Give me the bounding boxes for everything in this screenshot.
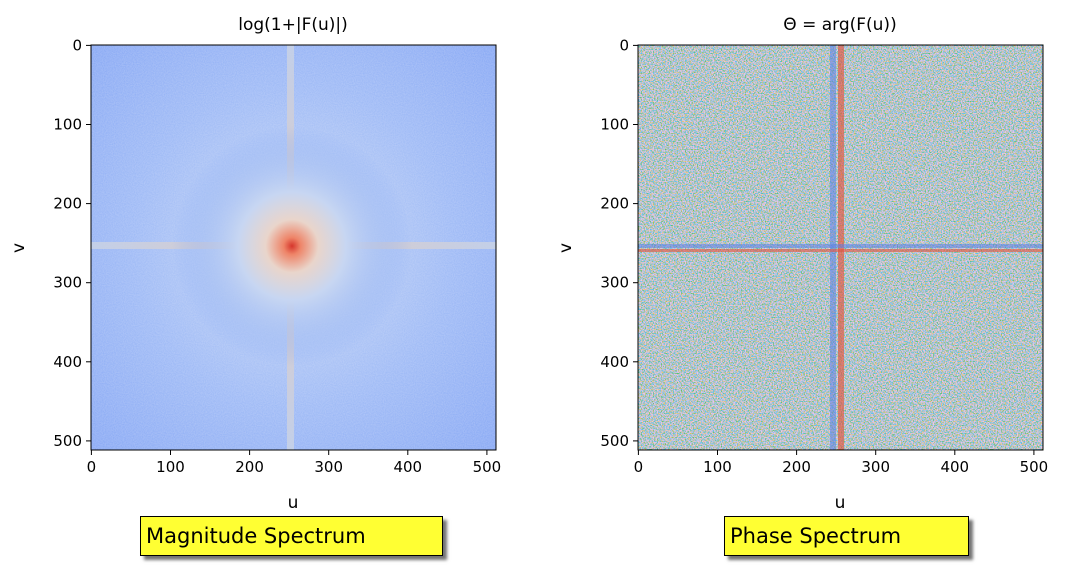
magnitude-y-tick-label: 300 bbox=[53, 274, 82, 292]
phase-y-tick-label: 200 bbox=[600, 195, 629, 213]
magnitude-x-tick-label: 100 bbox=[156, 458, 185, 476]
magnitude-panel: log(1+|F(u)|) 0 100 200 300 400 500 0 100 200 30… bbox=[9, 15, 501, 513]
magnitude-y-tick-label: 200 bbox=[53, 195, 82, 213]
phase-x-tick-label: 0 bbox=[634, 458, 644, 476]
phase-y-tick-label: 100 bbox=[600, 115, 629, 133]
phase-y-tick-label: 500 bbox=[600, 432, 629, 450]
phase-title: Θ = arg(F(u)) bbox=[783, 15, 896, 35]
phase-y-tick-label: 0 bbox=[619, 36, 629, 54]
phase-horizontal-line-red bbox=[638, 249, 1043, 252]
magnitude-x-tick-label: 400 bbox=[393, 458, 422, 476]
magnitude-frame bbox=[90, 44, 497, 451]
phase-ylabel: v bbox=[556, 243, 576, 253]
phase-x-tick-label: 100 bbox=[703, 458, 732, 476]
magnitude-x-tick-label: 200 bbox=[235, 458, 264, 476]
magnitude-ylabel: v bbox=[9, 243, 29, 253]
magnitude-y-tick-label: 0 bbox=[72, 36, 82, 54]
magnitude-x-axis: 0 100 200 300 400 500 bbox=[87, 450, 502, 476]
phase-image bbox=[638, 45, 1043, 450]
phase-frame bbox=[637, 44, 1044, 451]
magnitude-y-tick-label: 500 bbox=[53, 432, 82, 450]
magnitude-xlabel: u bbox=[288, 493, 299, 513]
magnitude-caption: Magnitude Spectrum bbox=[140, 516, 443, 556]
magnitude-x-tick-label: 500 bbox=[473, 458, 502, 476]
phase-panel: Θ = arg(F(u)) 0 100 200 300 400 500 0 100 200 30… bbox=[556, 15, 1048, 513]
phase-horizontal-line-blue bbox=[638, 244, 1043, 248]
phase-y-axis: 0 100 200 300 400 500 bbox=[600, 36, 638, 450]
magnitude-y-axis: 0 100 200 300 400 500 bbox=[53, 36, 91, 450]
magnitude-x-tick-label: 300 bbox=[314, 458, 343, 476]
phase-y-tick-label: 300 bbox=[600, 274, 629, 292]
magnitude-image bbox=[91, 45, 496, 450]
magnitude-y-tick-label: 400 bbox=[53, 353, 82, 371]
magnitude-title: log(1+|F(u)|) bbox=[238, 15, 348, 35]
phase-x-tick-label: 300 bbox=[861, 458, 890, 476]
magnitude-x-tick-label: 0 bbox=[87, 458, 97, 476]
phase-xlabel: u bbox=[835, 493, 846, 513]
magnitude-center-peak bbox=[172, 126, 412, 366]
phase-y-tick-label: 400 bbox=[600, 353, 629, 371]
phase-caption: Phase Spectrum bbox=[724, 516, 969, 556]
magnitude-y-tick-label: 100 bbox=[53, 115, 82, 133]
phase-x-tick-label: 200 bbox=[782, 458, 811, 476]
phase-x-tick-label: 400 bbox=[940, 458, 969, 476]
phase-x-tick-label: 500 bbox=[1020, 458, 1049, 476]
phase-x-axis: 0 100 200 300 400 500 bbox=[634, 450, 1049, 476]
